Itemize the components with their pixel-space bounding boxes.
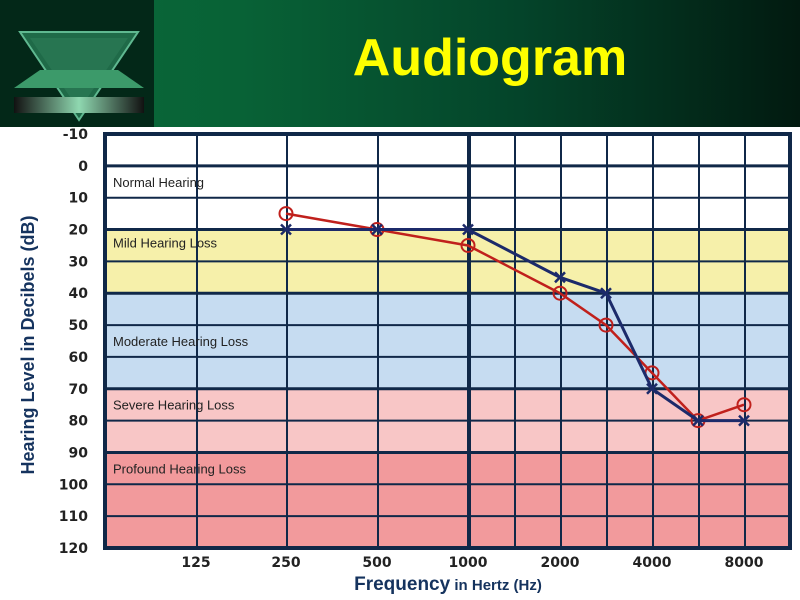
data-point-x	[738, 414, 750, 427]
y-tick-label: 0	[78, 159, 88, 175]
x-tick-label: 1000	[449, 555, 488, 571]
slide-title: Audiogram	[352, 29, 628, 87]
y-tick-label: 20	[69, 223, 89, 239]
y-tick-label: 40	[69, 286, 89, 302]
y-axis-title: Hearing Level in Decibels (dB)	[18, 215, 38, 474]
data-point-circle	[278, 206, 294, 222]
slide-header: Audiogram	[0, 0, 800, 127]
data-point-x	[600, 287, 612, 300]
data-point-x	[554, 271, 566, 284]
y-tick-label: 30	[69, 254, 89, 270]
x-tick-label: 2000	[541, 555, 580, 571]
data-point-circle	[460, 237, 476, 253]
x-axis-title-rest: in Hertz (Hz)	[450, 577, 542, 594]
data-point-circle	[736, 397, 752, 413]
series-line-right-ear	[285, 212, 745, 423]
y-tick-label: 50	[69, 318, 89, 334]
x-axis-title-bold: Frequency	[354, 574, 451, 595]
x-tick-label: 500	[362, 555, 391, 571]
y-tick-label: 60	[69, 350, 89, 366]
y-tick-label: 120	[59, 541, 88, 557]
band-2	[105, 293, 790, 389]
y-tick-label: 90	[69, 445, 89, 461]
y-tick-label: 10	[69, 191, 89, 207]
data-point-x	[371, 223, 383, 236]
band-4	[105, 452, 790, 548]
data-point-circle	[552, 285, 568, 301]
data-point-circle	[598, 317, 614, 333]
y-tick-label: 70	[69, 382, 89, 398]
data-point-x	[692, 414, 704, 427]
x-axis-title: Frequency in Hertz (Hz)	[354, 574, 542, 595]
series-line-left-ear	[286, 228, 744, 423]
band-0	[105, 134, 790, 230]
band-label: Profound Hearing Loss	[113, 461, 246, 476]
x-tick-label: 4000	[633, 555, 672, 571]
audiogram-chart: -10 0 10 20 30 40 50 60 70 80 90 100 110 120 125 250 500…	[18, 127, 792, 595]
x-tick-label: 250	[271, 555, 300, 571]
band-label: Moderate Hearing Loss	[113, 334, 249, 349]
y-tick-label: 100	[59, 477, 88, 493]
x-tick-label: 125	[181, 555, 210, 571]
y-tick-label: -10	[63, 127, 89, 143]
data-point-x	[280, 223, 292, 236]
band-label: Severe Hearing Loss	[113, 398, 235, 413]
data-point-x	[646, 382, 658, 395]
logo	[0, 0, 154, 127]
triangle-logo-icon	[14, 31, 144, 122]
data-point-x	[462, 223, 474, 236]
y-tick-label: 110	[59, 509, 88, 525]
band-label: Mild Hearing Loss	[113, 235, 218, 250]
plot-border	[103, 132, 792, 550]
x-tick-label: 8000	[725, 555, 764, 571]
y-tick-label: 80	[69, 414, 89, 430]
band-label: Normal Hearing	[113, 175, 204, 190]
